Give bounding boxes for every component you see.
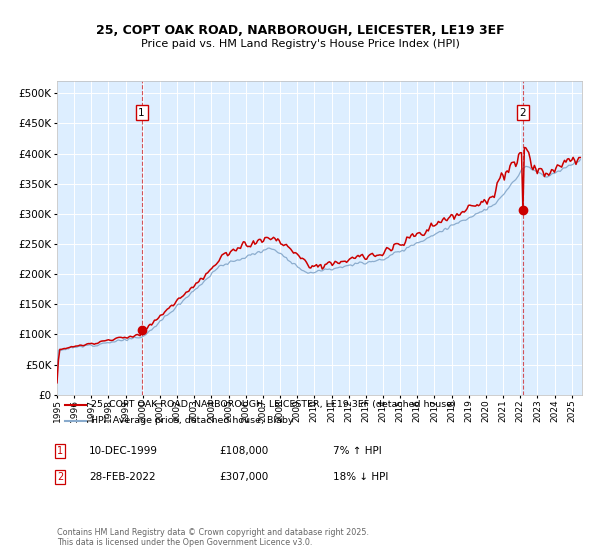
Text: £108,000: £108,000 (219, 446, 268, 456)
Text: 18% ↓ HPI: 18% ↓ HPI (333, 472, 388, 482)
Text: Price paid vs. HM Land Registry's House Price Index (HPI): Price paid vs. HM Land Registry's House … (140, 39, 460, 49)
Text: 25, COPT OAK ROAD, NARBOROUGH, LEICESTER, LE19 3EF (detached house): 25, COPT OAK ROAD, NARBOROUGH, LEICESTER… (91, 400, 456, 409)
Text: 2: 2 (520, 108, 526, 118)
Text: 10-DEC-1999: 10-DEC-1999 (89, 446, 158, 456)
Text: 2: 2 (57, 472, 63, 482)
Text: HPI: Average price, detached house, Blaby: HPI: Average price, detached house, Blab… (91, 416, 293, 425)
Text: £307,000: £307,000 (219, 472, 268, 482)
Text: 25, COPT OAK ROAD, NARBOROUGH, LEICESTER, LE19 3EF: 25, COPT OAK ROAD, NARBOROUGH, LEICESTER… (95, 24, 505, 38)
Text: 1: 1 (138, 108, 145, 118)
Text: 1: 1 (57, 446, 63, 456)
Text: 7% ↑ HPI: 7% ↑ HPI (333, 446, 382, 456)
Text: Contains HM Land Registry data © Crown copyright and database right 2025.
This d: Contains HM Land Registry data © Crown c… (57, 528, 369, 547)
Text: 28-FEB-2022: 28-FEB-2022 (89, 472, 155, 482)
